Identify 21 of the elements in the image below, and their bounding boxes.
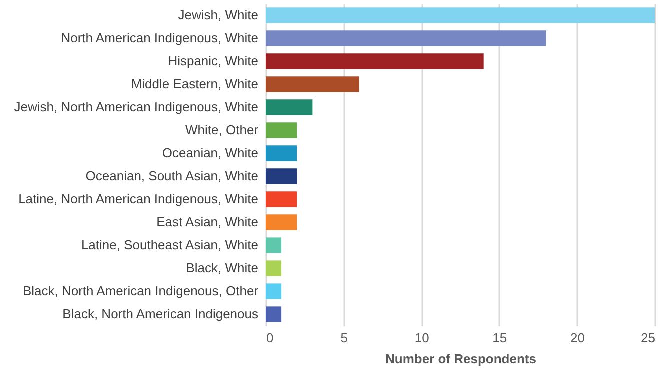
- y-tick-label: Black, North American Indigenous: [62, 306, 259, 322]
- y-tick-label: Black, North American Indigenous, Other: [22, 284, 260, 298]
- x-tick-label: 15: [492, 330, 508, 346]
- y-tick-label: White, Other: [186, 122, 260, 138]
- y-tick-label: Jewish, North American Indigenous, White: [14, 100, 258, 114]
- y-tick-label: Oceanian, White: [162, 146, 258, 160]
- y-tick-label: North American Indigenous, White: [61, 30, 258, 46]
- y-tick-label: Middle Eastern, White: [131, 76, 258, 92]
- x-tick-label: 20: [570, 330, 585, 346]
- x-tick-label: 5: [340, 330, 348, 346]
- x-tick-label: 0: [266, 330, 274, 346]
- y-tick-label: Black, White: [186, 260, 258, 276]
- y-tick-label: Latine, North American Indigenous, White: [18, 192, 258, 206]
- x-axis-title: Number of Respondents: [386, 352, 536, 366]
- y-tick-label: Jewish, White: [178, 8, 258, 22]
- y-tick-label: Oceanian, South Asian, White: [86, 168, 258, 184]
- y-tick-label: East Asian, White: [156, 214, 258, 230]
- x-tick-label: 10: [414, 330, 430, 346]
- y-tick-label: Hispanic, White: [168, 54, 258, 68]
- x-tick-label: 25: [641, 330, 656, 346]
- y-tick-label: Latine, Southeast Asian, White: [81, 238, 258, 252]
